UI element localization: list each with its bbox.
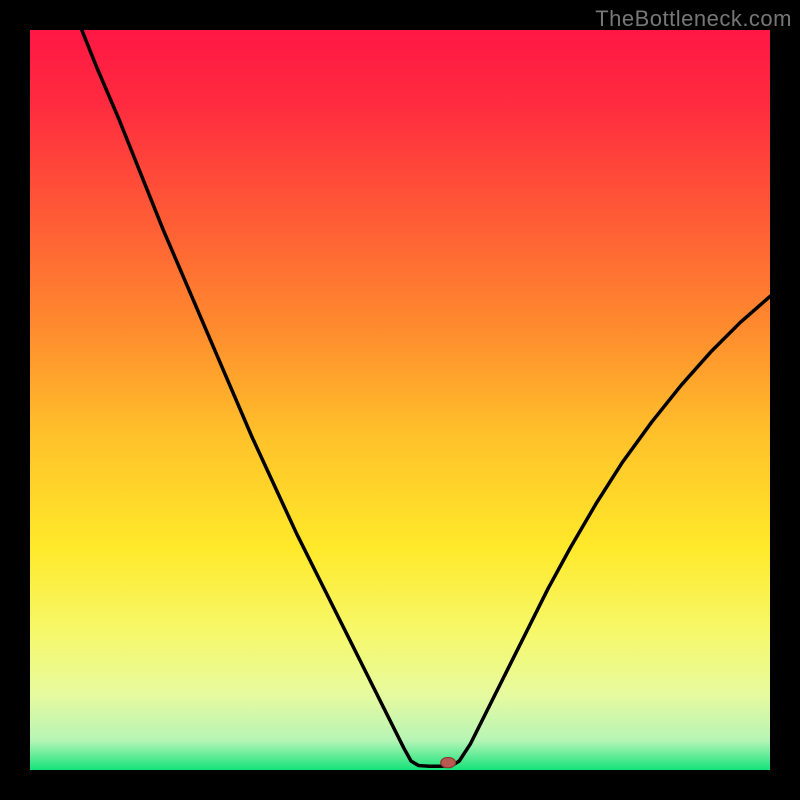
bottleneck-curve [82,30,770,766]
plot-svg [30,30,770,770]
chart-frame: TheBottleneck.com [0,0,800,800]
watermark-text: TheBottleneck.com [595,6,792,32]
plot-area [30,30,770,770]
minimum-marker [441,757,456,767]
